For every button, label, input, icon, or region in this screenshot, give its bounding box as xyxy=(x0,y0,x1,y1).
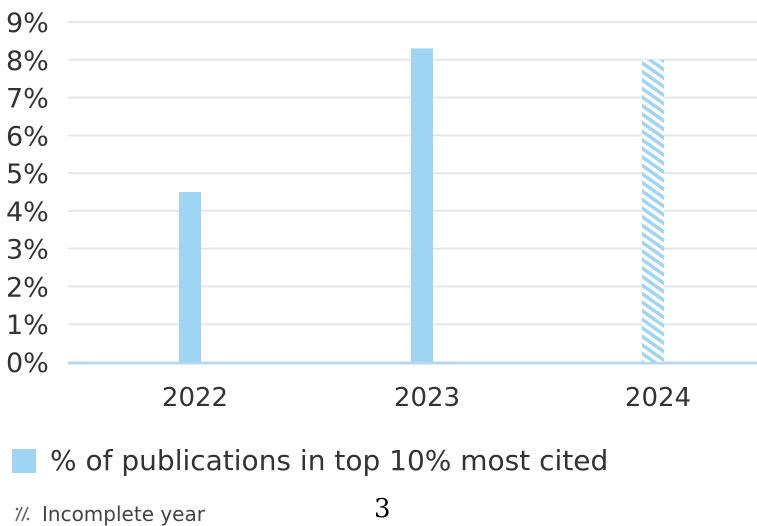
x-tick-label: 2024 xyxy=(625,383,691,413)
hatch-icon xyxy=(15,506,30,522)
incomplete-year-note: Incomplete year xyxy=(14,502,205,526)
legend: % of publications in top 10% most cited xyxy=(12,444,608,477)
legend-swatch xyxy=(12,448,36,473)
y-tick-label: 1% xyxy=(6,310,49,341)
y-tick-label: 7% xyxy=(6,84,49,115)
y-tick-label: 4% xyxy=(6,197,49,228)
x-tick-label: 2022 xyxy=(162,383,228,413)
x-tick-label: 2023 xyxy=(394,383,460,413)
page-number: 3 xyxy=(374,494,391,524)
bar-2022 xyxy=(179,192,201,362)
y-tick-label: 0% xyxy=(6,348,49,379)
bar-2024-incomplete xyxy=(642,59,664,363)
incomplete-year-label: Incomplete year xyxy=(42,502,205,526)
bar-2023 xyxy=(411,48,433,362)
bar-chart: 0% 1% 2% 3% 4% 5% 6% 7% 8% 9% 2022 2023 2024 xyxy=(6,8,757,413)
y-tick-label: 3% xyxy=(6,235,49,266)
y-tick-label: 5% xyxy=(6,159,49,190)
y-tick-label: 6% xyxy=(6,121,49,152)
y-tick-label: 2% xyxy=(6,272,49,303)
y-tick-label: 8% xyxy=(6,46,49,77)
legend-label: % of publications in top 10% most cited xyxy=(50,444,609,477)
y-tick-label: 9% xyxy=(6,8,49,39)
